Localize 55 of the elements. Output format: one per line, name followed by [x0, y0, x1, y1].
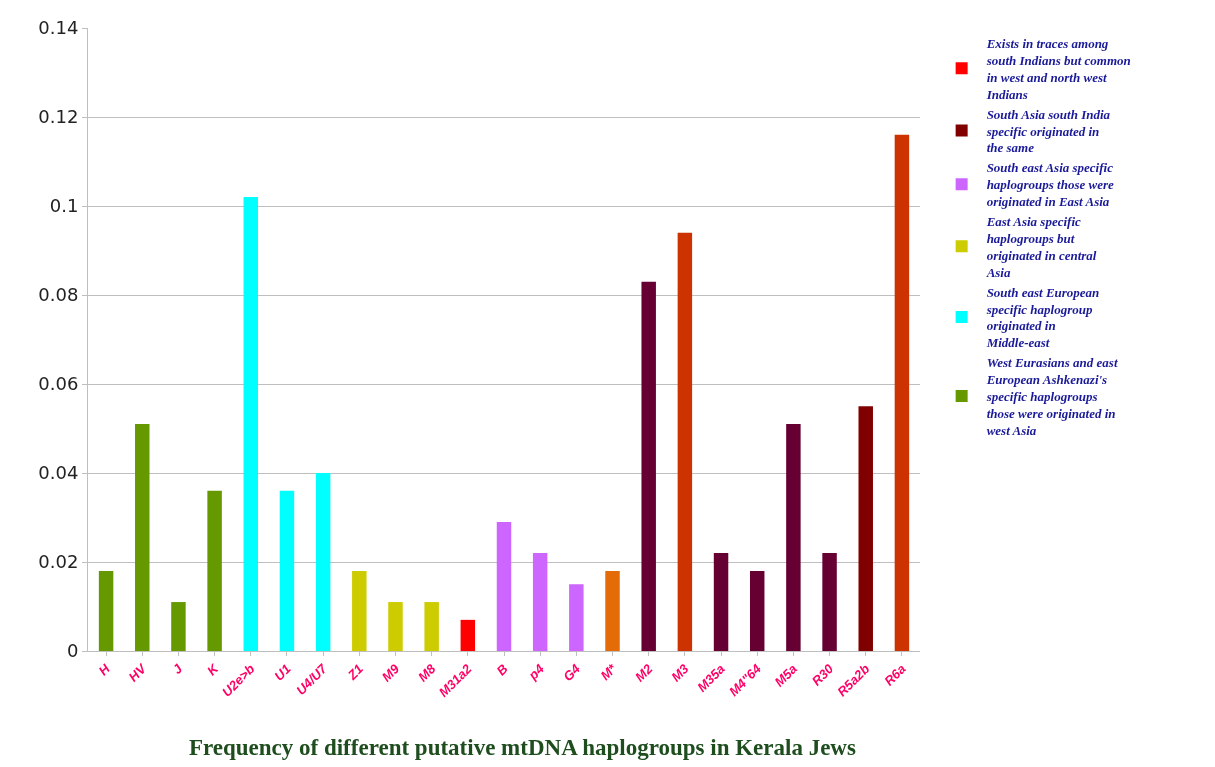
- bar: [641, 281, 656, 651]
- bar: [532, 553, 548, 651]
- x-tick-label: B: [493, 661, 511, 679]
- y-tick-label: 0.1: [49, 195, 79, 217]
- y-tick-label: 0: [66, 640, 79, 662]
- y-tick-label: 0.12: [38, 106, 79, 128]
- x-tick-label: M5a: [771, 661, 801, 690]
- bar: [496, 521, 512, 651]
- bar: [822, 553, 837, 651]
- bar: [713, 553, 729, 651]
- y-tick-label: 0.08: [38, 284, 79, 306]
- bar: [605, 570, 620, 651]
- x-tick-label: M9: [378, 660, 403, 685]
- y-tick-label: 0.04: [38, 462, 79, 484]
- legend-label: East Asia specific haplogroups but originated in central Asia: [985, 214, 1097, 280]
- x-tick-label: HV: [125, 660, 150, 685]
- x-tick-label: G4: [560, 660, 584, 685]
- x-tick-label: Z1: [343, 661, 367, 684]
- legend-label: West Eurasians and east European Ashkenazi's specific haplogroups those were originated in west Asia: [985, 355, 1118, 438]
- legend-label: Exists in traces among south Indians but common in west and north west Indians: [985, 36, 1131, 102]
- y-tick-label: 0.02: [38, 551, 79, 573]
- bar: [315, 473, 331, 651]
- x-tick-label: p4: [524, 660, 548, 684]
- bar: [858, 406, 873, 651]
- legend-label: South east European specific haplogroup originated in Middle-east: [985, 284, 1100, 351]
- x-tick-label: M8: [414, 660, 439, 685]
- bar: [388, 602, 403, 651]
- bar: [207, 490, 222, 651]
- bar: [569, 584, 584, 651]
- x-tick-label: R30: [808, 660, 837, 689]
- bar: [460, 619, 476, 651]
- bar: [749, 570, 765, 651]
- bar: [243, 197, 259, 651]
- x-tick-label: M3: [668, 660, 693, 685]
- bar: [98, 570, 114, 651]
- y-tick-label: 0.14: [38, 17, 79, 39]
- x-tick-label: R6a: [881, 661, 909, 689]
- bar: [352, 570, 367, 651]
- bar: [894, 134, 910, 651]
- y-tick-label: 0.06: [38, 373, 79, 395]
- x-tick-label: H: [95, 660, 114, 679]
- x-tick-label: K: [204, 660, 223, 679]
- bar: [677, 232, 693, 651]
- x-tick-label: M*: [597, 660, 620, 684]
- bar: [424, 602, 439, 651]
- x-tick-label: M2: [632, 660, 656, 685]
- x-tick-label: J: [169, 660, 186, 677]
- bar: [786, 424, 801, 651]
- bar: [171, 602, 186, 651]
- legend-label: South east Asia specific haplogroups those were originated in East Asia: [986, 160, 1114, 210]
- bar: [135, 424, 150, 651]
- bar: [279, 490, 295, 651]
- x-tick-label: U1: [271, 661, 294, 684]
- text: Frequency of different putative mtDNA haplogroups in Kerala Jews: [188, 735, 856, 761]
- legend-label: South Asia south India specific originated in the same: [985, 106, 1111, 156]
